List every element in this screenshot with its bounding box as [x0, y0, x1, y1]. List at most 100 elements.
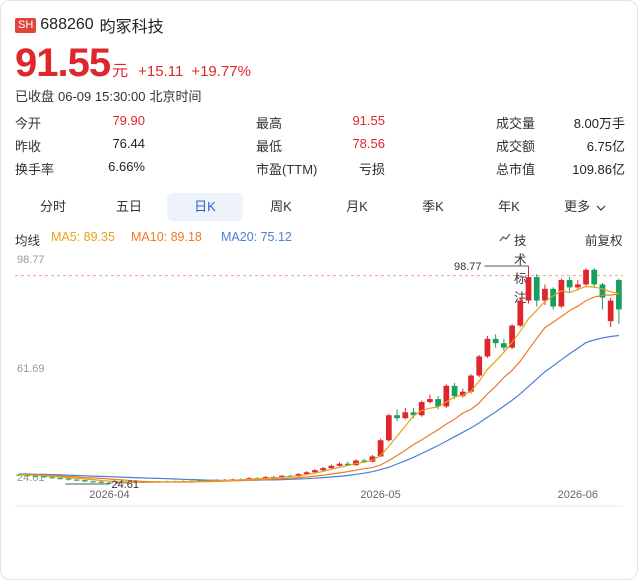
- price-unit: 元: [112, 63, 129, 80]
- candle-down[interactable]: [106, 482, 113, 484]
- stat-value-open: 79.90: [112, 113, 145, 128]
- candle-up[interactable]: [402, 412, 409, 419]
- stats-row: 换手率 6.66% 市盈(TTM) 亏损 总市值 109.86亿: [15, 159, 625, 182]
- tab-quarterly-k[interactable]: 季K: [395, 193, 471, 221]
- candle-down[interactable]: [591, 269, 598, 285]
- candle-up[interactable]: [509, 325, 515, 348]
- candle-up[interactable]: [583, 269, 589, 285]
- tab-label: 更多: [564, 199, 591, 214]
- candle-up[interactable]: [336, 463, 343, 466]
- candle-down[interactable]: [49, 477, 55, 479]
- candle-down[interactable]: [90, 481, 96, 483]
- candle-up[interactable]: [369, 456, 376, 462]
- candle-down[interactable]: [24, 475, 31, 477]
- max-price-label: 98.77: [454, 261, 482, 273]
- market-badge: SH: [15, 17, 37, 33]
- candle-up[interactable]: [476, 356, 483, 376]
- tab-label: 季K: [422, 199, 444, 214]
- ma20-value: MA20: 75.12: [221, 230, 292, 244]
- ma-title: 均线: [15, 234, 41, 248]
- candle-up[interactable]: [574, 284, 581, 288]
- candle-down[interactable]: [344, 463, 351, 466]
- tab-daily-k[interactable]: 日K: [167, 193, 243, 221]
- candle-up[interactable]: [385, 415, 392, 441]
- candle-down[interactable]: [533, 277, 540, 301]
- candle-up[interactable]: [312, 470, 318, 473]
- candle-up[interactable]: [468, 375, 474, 392]
- candle-down[interactable]: [394, 415, 400, 419]
- current-price: 91.55: [15, 41, 111, 85]
- candle-down[interactable]: [73, 479, 80, 481]
- tab-weekly-k[interactable]: 周K: [243, 193, 319, 221]
- candle-down[interactable]: [98, 481, 105, 483]
- price-change-percent: +19.77%: [191, 63, 251, 80]
- moving-average-legend: 均线 MA5: 89.35 MA10: 89.18 MA20: 75.12 技术…: [15, 230, 627, 305]
- tab-label: 年K: [498, 199, 520, 214]
- period-tabs: 分时 五日 日K 周K 月K 季K 年K 更多: [15, 193, 627, 223]
- ma10-value: MA10: 89.18: [131, 230, 202, 244]
- ma10-line: [19, 293, 619, 483]
- candle-up[interactable]: [484, 338, 491, 357]
- candle-up[interactable]: [418, 402, 425, 416]
- candle-down[interactable]: [550, 288, 557, 307]
- candle-up[interactable]: [328, 465, 335, 469]
- candle-up[interactable]: [542, 288, 548, 301]
- ma5-value: MA5: 89.35: [51, 230, 115, 244]
- candle-down[interactable]: [451, 385, 458, 397]
- forward-adjust-button[interactable]: 前复权: [585, 234, 623, 248]
- stat-value-high: 91.55: [352, 113, 385, 128]
- close-status: 已收盘: [15, 89, 55, 104]
- tab-more[interactable]: 更多: [547, 193, 623, 221]
- candle-down[interactable]: [410, 412, 417, 416]
- stat-label-pe: 市盈(TTM): [256, 162, 318, 177]
- candle-up[interactable]: [353, 460, 359, 466]
- stat-label-turnover-rate: 换手率: [15, 162, 55, 177]
- tech-annotation-button[interactable]: 技术标注: [499, 230, 527, 305]
- candle-up[interactable]: [443, 385, 450, 407]
- tab-label: 月K: [346, 199, 368, 214]
- candle-up[interactable]: [377, 440, 384, 457]
- candle-up[interactable]: [525, 277, 532, 301]
- candle-up[interactable]: [427, 399, 433, 403]
- candle-down[interactable]: [65, 478, 72, 480]
- candle-down[interactable]: [435, 399, 442, 407]
- stat-value-volume: 8.00万手: [573, 116, 625, 131]
- stat-label-open: 今开: [15, 116, 42, 131]
- stat-value-turnover-rate: 6.66%: [108, 159, 145, 174]
- chevron-down-icon: [596, 205, 606, 211]
- candle-down[interactable]: [492, 338, 499, 344]
- price-change: +15.11: [138, 63, 184, 80]
- tab-yearly-k[interactable]: 年K: [471, 193, 547, 221]
- min-price-label: 24.61: [111, 479, 139, 491]
- stat-label-volume: 成交量: [496, 116, 536, 131]
- stat-label-prev-close: 昨收: [15, 139, 42, 154]
- tab-monthly-k[interactable]: 月K: [319, 193, 395, 221]
- candle-up[interactable]: [114, 482, 121, 484]
- candle-down[interactable]: [40, 476, 47, 478]
- tab-five-day[interactable]: 五日: [91, 193, 167, 221]
- stat-label-turnover: 成交额: [496, 139, 536, 154]
- candle-up[interactable]: [320, 468, 326, 471]
- stats-grid: 今开 79.90 最高 91.55 成交量 8.00万手 昨收 76.44 最低…: [15, 113, 625, 182]
- candle-down[interactable]: [57, 478, 64, 480]
- candle-down[interactable]: [32, 475, 39, 477]
- annotation-icon: [499, 233, 511, 242]
- price-row: 91.55 元 +15.11 +19.77%: [15, 41, 259, 86]
- candle-up[interactable]: [558, 280, 565, 307]
- candle-down[interactable]: [500, 343, 507, 348]
- stat-value-low: 78.56: [352, 136, 385, 151]
- candle-down[interactable]: [361, 460, 368, 462]
- candle-up[interactable]: [279, 475, 285, 478]
- stock-name: 昀冢科技: [99, 19, 164, 36]
- candle-down[interactable]: [123, 482, 129, 484]
- tab-intraday[interactable]: 分时: [15, 193, 91, 221]
- candle-down[interactable]: [566, 280, 573, 288]
- candle-down[interactable]: [81, 480, 88, 482]
- candle-up[interactable]: [517, 300, 524, 326]
- candle-down[interactable]: [599, 284, 606, 298]
- candle-up[interactable]: [303, 472, 310, 475]
- candle-up[interactable]: [459, 391, 466, 397]
- candle-up[interactable]: [607, 300, 614, 322]
- stat-value-turnover: 6.75亿: [586, 139, 625, 154]
